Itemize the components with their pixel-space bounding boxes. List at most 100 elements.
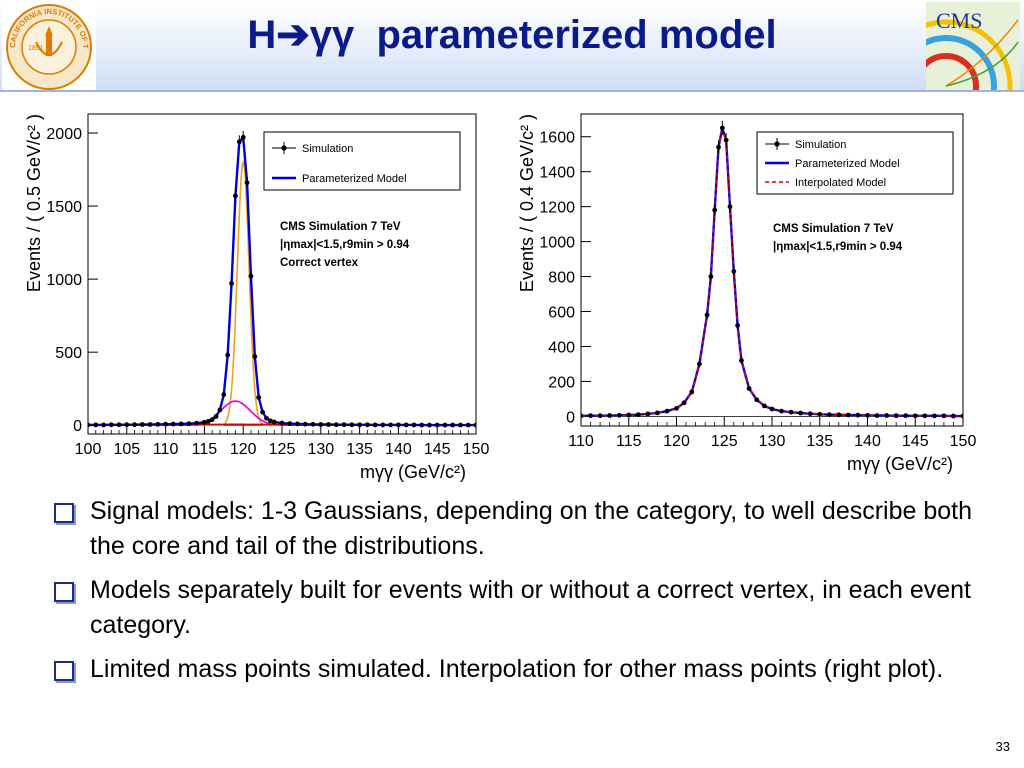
simulation-point	[674, 405, 679, 411]
simulation-point	[746, 386, 752, 391]
simulation-point	[101, 422, 106, 428]
simulation-point	[364, 422, 370, 428]
simulation-point	[209, 417, 215, 423]
x-tick-label: 150	[463, 441, 490, 458]
y-tick-label: 200	[548, 374, 575, 391]
simulation-point	[396, 422, 401, 428]
simulation-point	[295, 421, 300, 427]
simulation-point	[465, 422, 471, 428]
simulation-point	[388, 422, 394, 428]
simulation-point	[735, 323, 741, 328]
x-tick-label: 125	[269, 441, 296, 458]
svg-text:1891: 1891	[28, 45, 44, 52]
x-tick-label: 110	[568, 433, 594, 450]
simulation-point	[229, 281, 234, 286]
legend-label: Parameterized Model	[302, 173, 407, 185]
simulation-point	[922, 413, 928, 419]
simulation-point	[233, 193, 238, 199]
simulation-point	[318, 422, 324, 427]
bullet-text: Signal models: 1-3 Gaussians, depending …	[90, 497, 973, 560]
x-tick-label: 130	[307, 441, 334, 458]
simulation-point	[411, 422, 417, 428]
simulation-point	[616, 412, 622, 418]
simulation-point	[731, 268, 737, 274]
simulation-point	[903, 413, 909, 419]
simulation-point	[287, 421, 293, 427]
simulation-point	[941, 413, 947, 419]
slide-title: H➔γγ parameterized model	[247, 13, 777, 57]
y-tick-label: 500	[55, 345, 82, 362]
simulation-point	[256, 395, 262, 400]
simulation-point	[116, 422, 122, 428]
simulation-point	[240, 134, 246, 140]
plot-area	[581, 120, 963, 419]
x-tick-label: 110	[153, 441, 179, 458]
y-tick-label: 600	[548, 305, 575, 322]
y-tick-label: 1000	[539, 235, 575, 252]
simulation-point	[163, 421, 169, 427]
simulation-point	[139, 422, 145, 427]
simulation-point	[739, 358, 744, 363]
bullet-list: Signal models: 1-3 Gaussians, depending …	[52, 494, 992, 696]
simulation-point	[912, 413, 918, 419]
simulation-point	[202, 419, 207, 425]
simulation-point	[178, 421, 184, 427]
bullet-item: Signal models: 1-3 Gaussians, depending …	[52, 494, 992, 564]
simulation-point	[727, 204, 733, 210]
simulation-point	[874, 413, 880, 418]
x-tick-label: 120	[663, 433, 690, 450]
x-tick-label: 120	[230, 441, 257, 458]
x-tick-label: 140	[385, 441, 412, 458]
simulation-point	[403, 422, 409, 428]
x-tick-label: 150	[950, 433, 977, 450]
simulation-point	[754, 397, 760, 403]
simulation-point	[884, 413, 889, 418]
plot-annotation: CMS Simulation 7 TeV	[280, 221, 401, 233]
simulation-point	[341, 422, 347, 428]
y-tick-label: 1200	[539, 200, 575, 217]
simulation-point	[349, 422, 355, 428]
legend-label: Simulation	[302, 143, 353, 155]
x-tick-label: 140	[854, 433, 881, 450]
simulation-point	[807, 411, 813, 417]
x-tick-label: 130	[759, 433, 786, 450]
simulation-point	[458, 422, 463, 428]
simulation-point	[708, 274, 714, 279]
bullet-item: Models separately built for events with …	[52, 573, 992, 643]
x-tick-label: 145	[424, 441, 451, 458]
y-axis-title: Events / ( 0.5 GeV/c² )	[24, 114, 44, 292]
checkbox-bullet-icon	[54, 661, 74, 681]
simulation-point	[333, 422, 339, 428]
simulation-point	[434, 422, 440, 428]
simulation-point	[279, 420, 285, 426]
simulation-point	[326, 422, 331, 427]
y-tick-label: 0	[73, 418, 82, 435]
simulation-point	[664, 408, 670, 414]
plot-area	[88, 130, 476, 428]
simulation-point	[681, 400, 687, 406]
plot-annotation: |ηmax|<1.5,r9min > 0.94	[773, 241, 903, 253]
simulation-point	[607, 413, 613, 418]
simulation-point	[252, 354, 258, 359]
simulation-point	[372, 422, 378, 428]
legend-label: Parameterized Model	[795, 158, 900, 170]
bullet-text: Models separately built for events with …	[90, 576, 971, 639]
signal-model-plot-right: 110 115 120 125 130 135 140 145 150 0 200 400 600 800…	[517, 113, 977, 474]
x-tick-label: 115	[192, 441, 218, 458]
y-tick-label: 1600	[539, 130, 575, 147]
legend-label: Simulation	[795, 139, 846, 151]
svg-text:CMS: CMS	[936, 8, 982, 33]
simulation-point	[645, 411, 651, 417]
x-tick-label: 105	[113, 441, 140, 458]
simulation-point	[205, 419, 211, 424]
simulation-point	[893, 413, 899, 419]
simulation-point	[170, 421, 176, 427]
plot-annotation: CMS Simulation 7 TeV	[773, 223, 894, 235]
simulation-point	[442, 422, 448, 428]
simulation-point	[826, 412, 832, 418]
bullet-item: Limited mass points simulated. Interpola…	[52, 652, 992, 687]
simulation-point	[450, 422, 456, 428]
simulation-point	[588, 413, 593, 419]
x-tick-label: 115	[616, 433, 642, 450]
simulation-point	[194, 420, 200, 426]
